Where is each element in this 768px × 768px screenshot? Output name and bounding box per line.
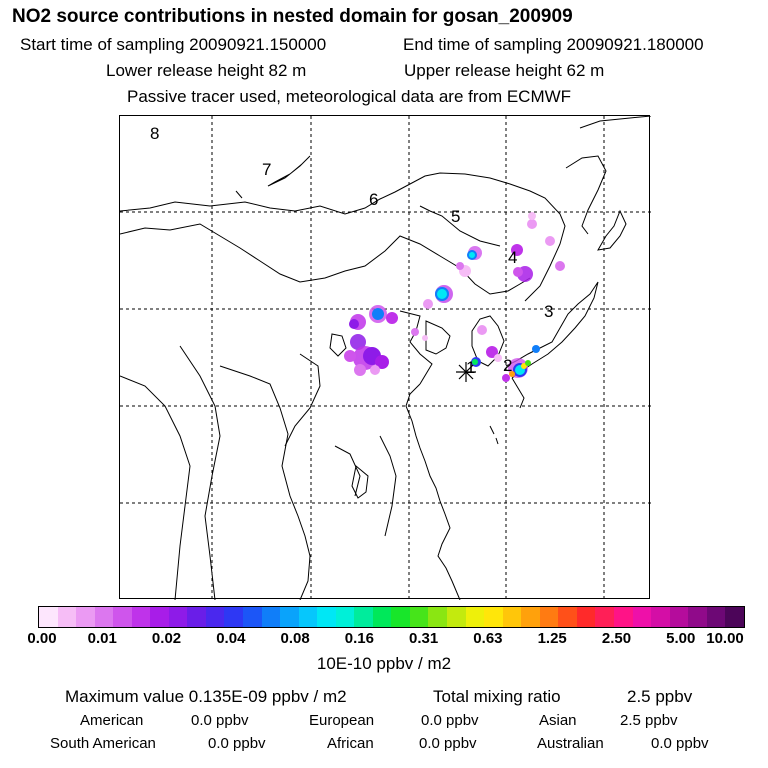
- colorbar-cell: [725, 607, 744, 627]
- zone-label-4: 4: [508, 248, 518, 267]
- tracer-note: Passive tracer used, meteorological data…: [127, 87, 572, 106]
- african-label: African: [327, 735, 374, 752]
- colorbar-tick-label: 0.02: [151, 630, 182, 647]
- map-canvas: [120, 116, 651, 600]
- colorbar-cell: [113, 607, 132, 627]
- colorbar-cell: [317, 607, 336, 627]
- grid-lines: [120, 116, 651, 600]
- colorbar-cell: [447, 607, 466, 627]
- colorbar-tick-label: 0.31: [409, 630, 439, 647]
- south-american-label: South American: [50, 735, 156, 752]
- colorbar-cell: [391, 607, 410, 627]
- total-mixing-value: 2.5 ppbv: [627, 687, 693, 706]
- colorbar-cell: [372, 607, 392, 627]
- colorbar-tick-label: 1.25: [537, 630, 567, 647]
- colorbar-cell: [57, 607, 77, 627]
- colorbar-tick-label: 5.00: [666, 630, 696, 647]
- end-time-label: End time of sampling 20090921.180000: [403, 35, 704, 54]
- colorbar-cell: [539, 607, 559, 627]
- zone-label-2: 2: [503, 356, 513, 375]
- colorbar-tick-label: 2.50: [601, 630, 632, 647]
- colorbar-tick-label: 0.08: [280, 630, 310, 647]
- colorbar-cell: [409, 607, 429, 627]
- max-value: Maximum value 0.135E-09 ppbv / m2: [65, 687, 347, 706]
- asian-label: Asian: [539, 712, 577, 729]
- zone-label-7: 7: [262, 160, 272, 179]
- map-panel: [119, 115, 651, 600]
- colorbar-cell: [576, 607, 596, 627]
- colorbar-cell: [187, 607, 206, 627]
- receptor-marker: [456, 362, 476, 382]
- zone-label-3: 3: [544, 302, 554, 321]
- australian-label: Australian: [537, 735, 604, 752]
- european-label: European: [309, 712, 375, 729]
- colorbar-cell: [243, 607, 262, 627]
- colorbar-cell: [150, 607, 169, 627]
- colorbar-cell: [76, 607, 95, 627]
- zone-label-6: 6: [369, 190, 379, 209]
- zone-label-8: 8: [150, 124, 160, 143]
- colorbar-tick-label: 0.16: [344, 630, 374, 647]
- start-time-label: Start time of sampling 20090921.150000: [20, 35, 327, 54]
- european-value: 0.0 ppbv: [421, 712, 479, 729]
- colorbar-cell: [465, 607, 485, 627]
- colorbar-cell: [651, 607, 670, 627]
- american-value: 0.0 ppbv: [191, 712, 249, 729]
- colorbar-cell: [168, 607, 188, 627]
- colorbar-cell: [595, 607, 614, 627]
- african-value: 0.0 ppbv: [419, 735, 477, 752]
- coastlines: [120, 116, 651, 600]
- colorbar-unit: 10E-10 ppbv / m2: [316, 654, 452, 673]
- colorbar-cell: [39, 607, 58, 627]
- colorbar-cell: [354, 607, 373, 627]
- colorbar-cell: [558, 607, 577, 627]
- colorbar-tick-label: 0.00: [27, 630, 57, 647]
- american-label: American: [80, 712, 144, 729]
- colorbar-cell: [706, 607, 726, 627]
- colorbar-cell: [280, 607, 299, 627]
- colorbar-cell: [261, 607, 281, 627]
- asian-value: 2.5 ppbv: [620, 712, 678, 729]
- colorbar-cell: [335, 607, 355, 627]
- colorbar-cell: [298, 607, 318, 627]
- zone-label-5: 5: [451, 207, 461, 226]
- colorbar-cell: [94, 607, 114, 627]
- lower-release-height: Lower release height 82 m: [106, 61, 307, 80]
- south-american-value: 0.0 ppbv: [208, 735, 266, 752]
- colorbar-cell: [131, 607, 151, 627]
- zone-label-1: 1: [466, 358, 476, 377]
- colorbar-cell: [632, 607, 652, 627]
- colorbar-cell: [205, 607, 225, 627]
- colorbar: [38, 606, 745, 628]
- colorbar-tick-label: 10.00: [706, 630, 744, 647]
- colorbar-cell: [669, 607, 689, 627]
- colorbar-cell: [521, 607, 540, 627]
- colorbar-cell: [428, 607, 448, 627]
- colorbar-tick-label: 0.63: [473, 630, 503, 647]
- colorbar-cell: [484, 607, 503, 627]
- colorbar-cell: [502, 607, 522, 627]
- colorbar-tick-label: 0.04: [216, 630, 246, 647]
- concentration-plume: [344, 212, 565, 382]
- total-mixing-label: Total mixing ratio: [433, 687, 561, 706]
- colorbar-cell: [224, 607, 244, 627]
- figure-title: NO2 source contributions in nested domai…: [12, 6, 573, 27]
- colorbar-cell: [613, 607, 633, 627]
- australian-value: 0.0 ppbv: [651, 735, 709, 752]
- colorbar-tick-label: 0.01: [87, 630, 117, 647]
- colorbar-cell: [688, 607, 707, 627]
- upper-release-height: Upper release height 62 m: [404, 61, 605, 80]
